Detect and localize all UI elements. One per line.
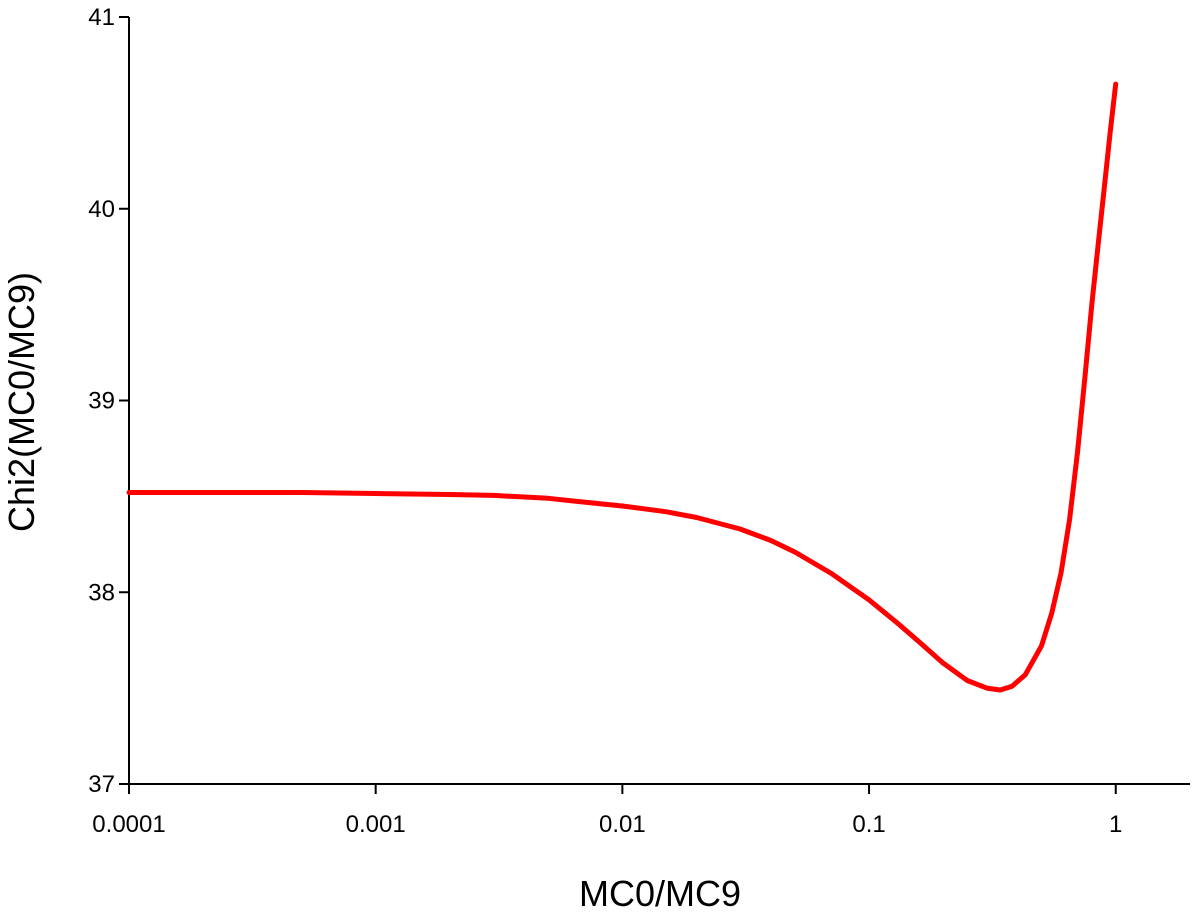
x-tick-label: 0.0001 — [92, 811, 165, 838]
x-axis-title: MC0/MC9 — [579, 873, 741, 913]
y-tick-label: 40 — [88, 196, 115, 223]
y-tick-label: 38 — [88, 579, 115, 606]
y-tick-label: 37 — [88, 771, 115, 798]
y-axis-title: Chi2(MC0/MC9) — [1, 272, 42, 532]
series-line-1 — [126, 81, 1119, 693]
y-tick-label: 41 — [88, 4, 115, 31]
x-tick-label: 1 — [1109, 811, 1122, 838]
x-tick-label: 0.01 — [599, 811, 646, 838]
x-tick-label: 0.1 — [852, 811, 885, 838]
tick-group: 37 38 39 40 41 0.0001 0.001 0.01 0.1 1 — [88, 4, 1122, 838]
series-group — [126, 81, 1119, 693]
x-tick-label: 0.001 — [346, 811, 406, 838]
y-tick-label: 39 — [88, 388, 115, 415]
